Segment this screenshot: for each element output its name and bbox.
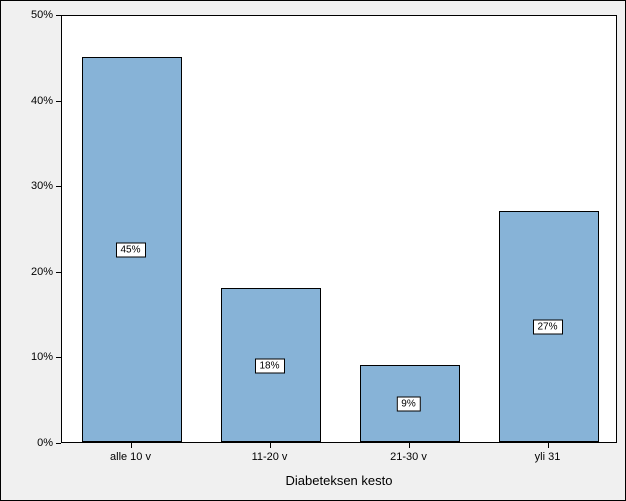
y-tick-mark [56, 15, 61, 16]
x-tick-label: alle 10 v [110, 451, 151, 463]
x-axis-label: Diabeteksen kesto [286, 473, 393, 488]
y-tick-label: 30% [31, 180, 53, 192]
plot-area [61, 15, 617, 443]
bar-value-label: 45% [115, 243, 145, 258]
bar-value-label: 18% [254, 358, 284, 373]
x-tick-label: yli 31 [535, 451, 561, 463]
y-tick-label: 40% [31, 95, 53, 107]
y-tick-mark [56, 443, 61, 444]
y-tick-mark [56, 186, 61, 187]
x-tick-label: 21-30 v [390, 451, 427, 463]
chart-container: Diabeteksen kesto 0% 10% 20% 30% 40% 50% 45% al… [0, 0, 626, 501]
x-tick-mark [131, 443, 132, 448]
y-tick-label: 0% [37, 437, 53, 449]
bar-value-label: 27% [532, 320, 562, 335]
y-tick-mark [56, 101, 61, 102]
y-tick-label: 10% [31, 351, 53, 363]
y-tick-mark [56, 272, 61, 273]
y-tick-label: 50% [31, 9, 53, 21]
x-tick-mark [409, 443, 410, 448]
bar-value-label: 9% [396, 397, 420, 412]
x-tick-mark [548, 443, 549, 448]
y-tick-label: 20% [31, 266, 53, 278]
y-tick-mark [56, 357, 61, 358]
x-tick-mark [270, 443, 271, 448]
x-tick-label: 11-20 v [252, 451, 288, 463]
